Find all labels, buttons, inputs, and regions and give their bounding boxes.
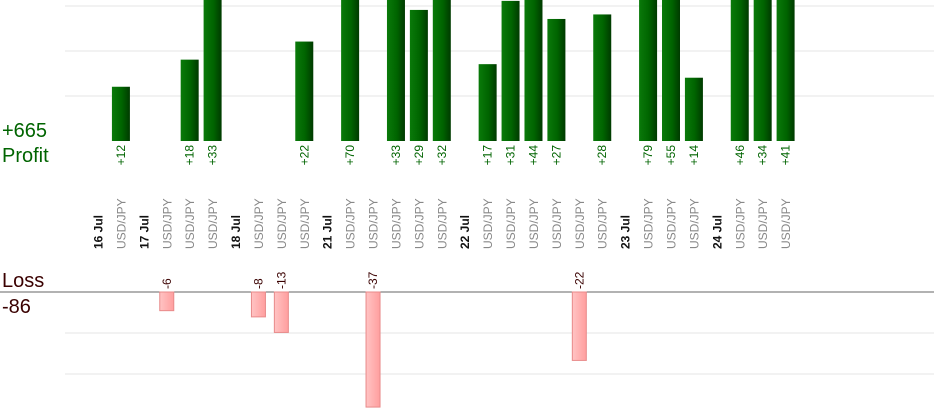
profit-value-label: +55 (664, 145, 678, 166)
pair-label: USD/JPY (779, 198, 793, 249)
profit-value-label: +29 (412, 145, 426, 166)
loss-value-label: -8 (251, 278, 265, 289)
pair-label: USD/JPY (114, 198, 128, 249)
pair-label: USD/JPY (596, 198, 610, 249)
profit-value-label: +18 (183, 145, 197, 166)
pair-label: USD/JPY (160, 198, 174, 249)
loss-value-label: -13 (274, 271, 288, 289)
profit-value-label: +31 (504, 145, 518, 166)
loss-bar (571, 291, 587, 361)
profit-value-label: +46 (733, 145, 747, 166)
pair-label: USD/JPY (252, 198, 266, 249)
profit-value-label: +32 (435, 145, 449, 166)
loss-value-label: -37 (366, 271, 380, 289)
pair-label: USD/JPY (527, 198, 541, 249)
profit-bar (501, 0, 520, 141)
pair-label: USD/JPY (550, 198, 564, 249)
loss-value-label: -22 (572, 271, 586, 289)
profit-bar (432, 0, 451, 141)
profit-label: Profit (2, 145, 49, 167)
pair-label: USD/JPY (183, 198, 197, 249)
profit-bar (409, 9, 428, 142)
profit-bar (111, 86, 130, 141)
loss-label: Loss (2, 270, 45, 292)
profit-bar (203, 0, 222, 141)
pair-label: USD/JPY (665, 198, 679, 249)
profit-bar (295, 41, 314, 142)
pair-label: USD/JPY (733, 198, 747, 249)
profit-bar (386, 0, 405, 141)
profit-value-label: +33 (389, 145, 403, 166)
profit-value-label: +70 (343, 145, 357, 166)
profit-value-label: +27 (549, 145, 563, 166)
profit-bar (524, 0, 543, 141)
loss-bar (250, 291, 266, 318)
pair-label: USD/JPY (206, 198, 220, 249)
profit-bar (662, 0, 680, 141)
loss-bar (159, 291, 175, 312)
profit-bar (180, 59, 199, 141)
pair-label: USD/JPY (481, 198, 495, 249)
profit-value-label: +79 (641, 145, 655, 166)
loss-value-label: -6 (160, 278, 174, 289)
pair-label: USD/JPY (573, 198, 587, 249)
profit-value-label: +12 (114, 145, 128, 166)
pair-label: USD/JPY (275, 198, 289, 249)
profit-bar (478, 64, 497, 141)
loss-bar (273, 291, 289, 333)
pair-label: USD/JPY (344, 198, 358, 249)
bars (111, 0, 795, 408)
labels: 16 Jul USD/JPY +12 17 Jul USD/JPY -6 USD/JPY +1… (92, 145, 794, 289)
pair-label: USD/JPY (687, 198, 701, 249)
pair-label: USD/JPY (367, 198, 381, 249)
profit-value-label: +41 (779, 145, 793, 166)
date-label: 17 Jul (137, 215, 151, 249)
date-label: 21 Jul (321, 215, 335, 249)
date-label: 24 Jul (710, 215, 724, 249)
date-label: 16 Jul (92, 215, 106, 249)
pair-label: USD/JPY (298, 198, 312, 249)
date-label: 22 Jul (458, 215, 472, 249)
profit-bar (776, 0, 795, 141)
profit-bar (341, 0, 360, 141)
profit-value-label: +33 (206, 145, 220, 166)
loss-bar (365, 291, 381, 408)
date-label: 18 Jul (229, 215, 243, 249)
loss-total: -86 (2, 296, 31, 318)
profit-value-label: +44 (526, 145, 540, 166)
profit-value-label: +34 (756, 145, 770, 166)
profit-bar (730, 0, 749, 141)
profit-value-label: +14 (687, 145, 701, 166)
pair-label: USD/JPY (435, 198, 449, 249)
profit-bar (593, 14, 612, 141)
profit-value-label: +22 (297, 145, 311, 166)
pair-label: USD/JPY (756, 198, 770, 249)
pair-label: USD/JPY (412, 198, 426, 249)
profit-bar (547, 18, 566, 141)
profit-bar (639, 0, 658, 141)
profit-bar (753, 0, 772, 141)
pair-label: USD/JPY (504, 198, 518, 249)
date-label: 23 Jul (619, 215, 633, 249)
pair-label: USD/JPY (642, 198, 656, 249)
profit-total: +665 (2, 120, 48, 142)
profit-bar (684, 77, 703, 141)
profit-value-label: +28 (595, 145, 609, 166)
pair-label: USD/JPY (389, 198, 403, 249)
profit-value-label: +17 (481, 145, 495, 166)
